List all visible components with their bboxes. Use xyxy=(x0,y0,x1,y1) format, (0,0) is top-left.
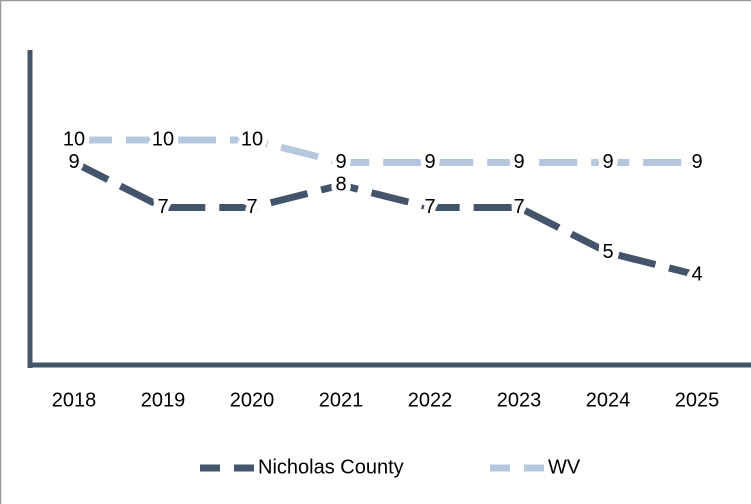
data-label: 9 xyxy=(513,151,524,173)
legend-label: Nicholas County xyxy=(258,456,404,478)
x-tick-label: 2018 xyxy=(52,389,97,411)
x-tick-label: 2020 xyxy=(230,389,275,411)
legend-label: WV xyxy=(548,456,581,478)
data-label: 8 xyxy=(335,173,346,195)
data-label: 7 xyxy=(157,196,168,218)
data-label: 10 xyxy=(152,128,174,150)
x-tick-label: 2021 xyxy=(319,389,364,411)
data-label: 7 xyxy=(513,196,524,218)
data-label: 9 xyxy=(68,151,79,173)
data-label: 4 xyxy=(691,263,702,285)
data-label: 5 xyxy=(602,241,613,263)
data-label: 10 xyxy=(63,128,85,150)
data-label: 7 xyxy=(246,196,257,218)
x-tick-label: 2025 xyxy=(675,389,720,411)
series-line xyxy=(74,136,697,166)
x-tick-label: 2023 xyxy=(497,389,542,411)
data-label: 9 xyxy=(602,151,613,173)
x-tick-label: 2019 xyxy=(141,389,186,411)
data-label: 9 xyxy=(335,151,346,173)
data-label: 10 xyxy=(241,128,263,150)
x-tick-label: 2024 xyxy=(586,389,631,411)
x-tick-label: 2022 xyxy=(408,389,453,411)
data-label: 9 xyxy=(424,151,435,173)
data-label: 9 xyxy=(691,151,702,173)
series-line xyxy=(72,159,698,279)
data-label: 7 xyxy=(424,196,435,218)
